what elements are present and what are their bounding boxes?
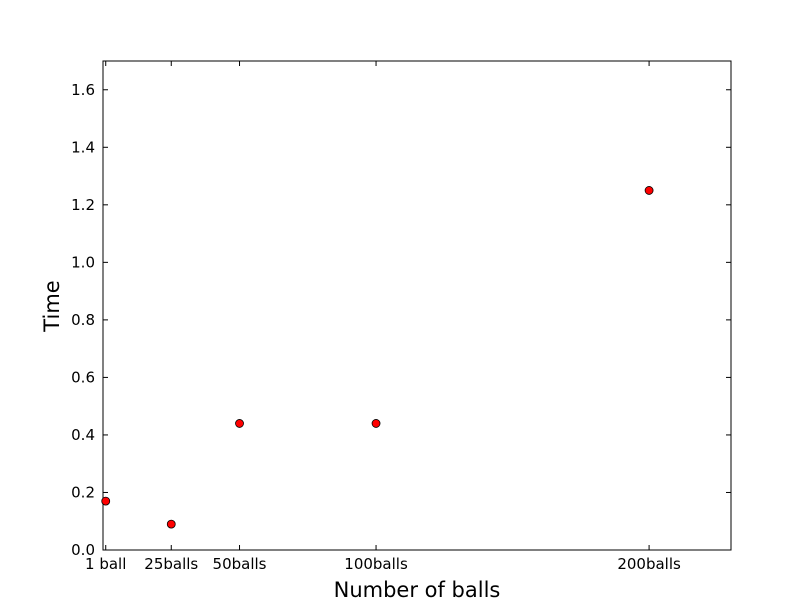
y-axis: 0.0 0.2 0.4 0.6 0.8 1.0 1.2 1.4 1.6 xyxy=(71,81,731,559)
x-axis: 1 ball 25balls 50balls 100balls 200balls xyxy=(85,61,681,573)
y-tick-label: 0.8 xyxy=(71,311,95,329)
plot-area xyxy=(102,60,732,551)
x-tick-label: 50balls xyxy=(213,555,267,573)
data-point xyxy=(101,496,111,506)
y-tick-label: 1.6 xyxy=(71,81,95,99)
data-point xyxy=(644,186,654,195)
y-tick-label: 1.2 xyxy=(71,196,95,214)
x-axis-title: Number of balls xyxy=(334,578,501,602)
data-point xyxy=(166,519,176,529)
x-tick-label: 200balls xyxy=(617,555,681,573)
x-tick-label: 100balls xyxy=(344,555,408,573)
x-tick-label: 1 ball xyxy=(85,555,126,573)
data-point xyxy=(235,419,244,428)
data-points xyxy=(101,186,654,529)
y-tick-label: 0.4 xyxy=(71,426,95,444)
y-tick-label: 1.0 xyxy=(71,253,95,271)
y-tick-label: 0.0 xyxy=(71,541,95,559)
y-tick-label: 0.6 xyxy=(71,368,95,386)
y-axis-title: Time xyxy=(40,280,64,332)
x-tick-label: 25balls xyxy=(144,555,198,573)
data-point xyxy=(371,419,381,428)
y-tick-label: 0.2 xyxy=(71,483,95,501)
y-tick-label: 1.4 xyxy=(71,138,95,156)
